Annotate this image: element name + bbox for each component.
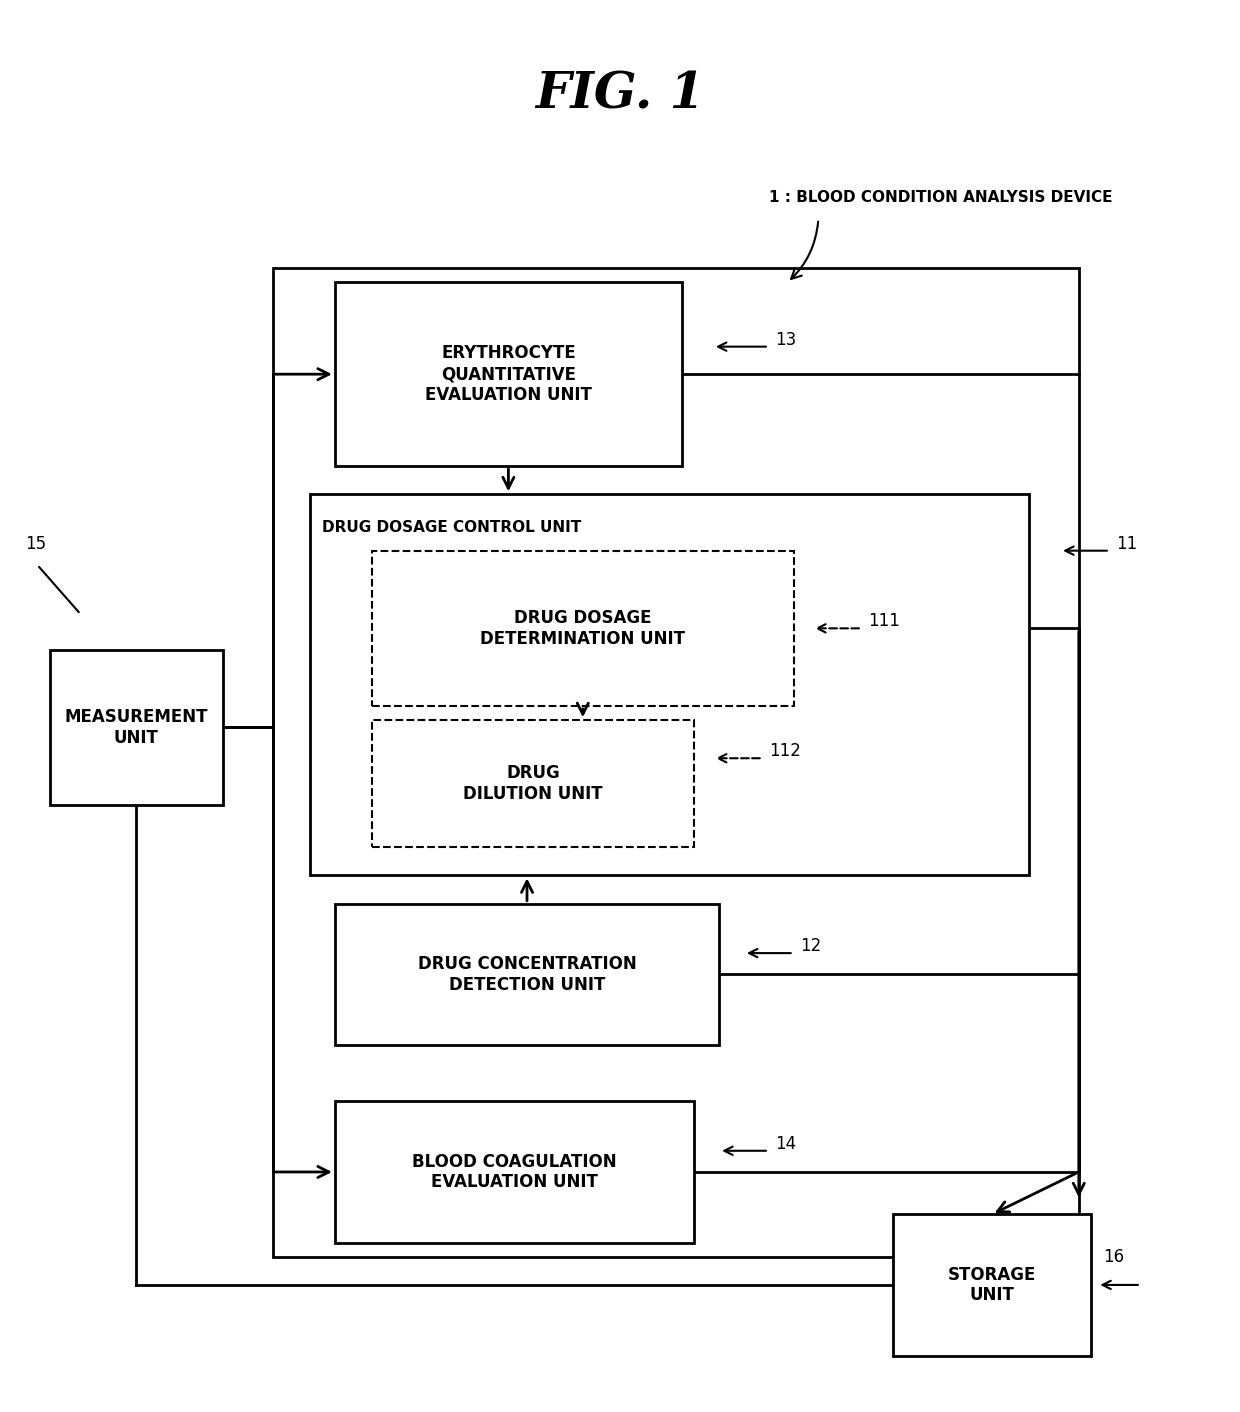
Text: 15: 15	[25, 535, 46, 552]
FancyBboxPatch shape	[335, 904, 719, 1045]
Text: FIG. 1: FIG. 1	[536, 71, 704, 120]
Text: MEASUREMENT
UNIT: MEASUREMENT UNIT	[64, 707, 208, 747]
Text: 1 : BLOOD CONDITION ANALYSIS DEVICE: 1 : BLOOD CONDITION ANALYSIS DEVICE	[769, 191, 1112, 205]
Text: 12: 12	[800, 938, 821, 955]
FancyBboxPatch shape	[372, 551, 794, 706]
Text: 13: 13	[775, 330, 796, 349]
Text: 16: 16	[1104, 1248, 1125, 1265]
FancyBboxPatch shape	[893, 1214, 1091, 1356]
Text: 14: 14	[775, 1135, 796, 1152]
Text: STORAGE
UNIT: STORAGE UNIT	[947, 1265, 1037, 1305]
FancyBboxPatch shape	[50, 650, 223, 805]
Text: DRUG DOSAGE
DETERMINATION UNIT: DRUG DOSAGE DETERMINATION UNIT	[480, 609, 686, 648]
Text: 11: 11	[1116, 535, 1137, 552]
Text: ERYTHROCYTE
QUANTITATIVE
EVALUATION UNIT: ERYTHROCYTE QUANTITATIVE EVALUATION UNIT	[425, 345, 591, 404]
Text: DRUG DOSAGE CONTROL UNIT: DRUG DOSAGE CONTROL UNIT	[322, 520, 582, 535]
FancyBboxPatch shape	[310, 494, 1029, 875]
FancyBboxPatch shape	[335, 282, 682, 466]
Text: 111: 111	[868, 613, 900, 630]
Text: DRUG
DILUTION UNIT: DRUG DILUTION UNIT	[464, 764, 603, 803]
Text: DRUG CONCENTRATION
DETECTION UNIT: DRUG CONCENTRATION DETECTION UNIT	[418, 955, 636, 994]
Text: BLOOD COAGULATION
EVALUATION UNIT: BLOOD COAGULATION EVALUATION UNIT	[412, 1152, 618, 1192]
Text: 112: 112	[769, 743, 801, 760]
FancyBboxPatch shape	[335, 1101, 694, 1243]
FancyBboxPatch shape	[372, 720, 694, 847]
